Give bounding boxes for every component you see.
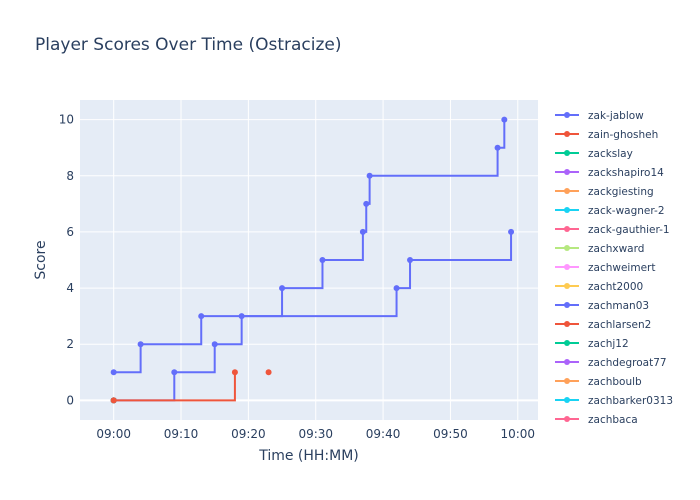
- legend-swatch-marker: [564, 340, 570, 346]
- data-point: [231, 369, 238, 376]
- x-tick-label: 09:50: [433, 427, 468, 441]
- legend-item[interactable]: zackslay: [555, 148, 633, 160]
- legend-label: zachdegroat77: [588, 357, 667, 369]
- legend-swatch-marker: [564, 264, 570, 270]
- legend[interactable]: zak-jablow zain-ghosheh zackslay zackshapir…: [555, 110, 673, 426]
- legend-item[interactable]: zachman03: [555, 300, 649, 312]
- legend-item[interactable]: zachbaca: [555, 414, 638, 426]
- legend-label: zak-jablow: [588, 110, 644, 122]
- data-point: [407, 257, 414, 263]
- legend-label: zachxward: [588, 243, 644, 255]
- legend-item[interactable]: zachboulb: [555, 376, 642, 388]
- legend-item[interactable]: zain-ghosheh: [555, 129, 658, 141]
- x-tick-label: 09:10: [164, 427, 199, 441]
- x-tick-label: 09:40: [366, 427, 401, 441]
- legend-swatch-marker: [564, 245, 570, 251]
- legend-item[interactable]: zachdegroat77: [555, 357, 667, 369]
- y-tick-label: 8: [66, 169, 74, 183]
- legend-item[interactable]: zachj12: [555, 338, 629, 350]
- data-point: [494, 144, 501, 151]
- legend-swatch-marker: [564, 169, 570, 175]
- legend-swatch-marker: [564, 378, 570, 384]
- legend-label: zackslay: [588, 148, 633, 160]
- traces: [110, 116, 515, 404]
- legend-item[interactable]: zachlarsen2: [555, 319, 651, 331]
- data-point: [211, 341, 218, 348]
- legend-label: zachboulb: [588, 376, 642, 388]
- series-line: [113, 372, 236, 402]
- y-axis-title: Score: [33, 240, 49, 279]
- legend-swatch-marker: [564, 207, 570, 213]
- series-line: [113, 119, 506, 374]
- data-point: [501, 116, 508, 123]
- x-tick-labels: 09:00 09:10 09:20 09:30 09:40 09:50 10:00: [96, 427, 535, 441]
- legend-swatch-marker: [564, 359, 570, 365]
- data-point: [110, 397, 117, 404]
- legend-label: zachweimert: [588, 262, 655, 274]
- data-point: [171, 369, 178, 376]
- data-point: [508, 228, 515, 235]
- legend-swatch-marker: [564, 321, 570, 327]
- series-zain-ghosheh: [110, 369, 272, 404]
- legend-swatch-marker: [564, 150, 570, 156]
- y-tick-label: 2: [66, 337, 74, 351]
- legend-swatch-marker: [564, 112, 570, 118]
- legend-item[interactable]: zack-wagner-2: [555, 205, 665, 217]
- legend-item[interactable]: zachweimert: [555, 262, 655, 274]
- data-point: [137, 341, 144, 348]
- chart-title: Player Scores Over Time (Ostracize): [35, 35, 342, 55]
- data-point: [393, 285, 400, 292]
- data-point: [110, 369, 117, 376]
- legend-swatch-marker: [564, 226, 570, 232]
- y-tick-label: 10: [59, 113, 74, 127]
- legend-swatch-marker: [564, 302, 570, 308]
- legend-label: zackshapiro14: [588, 167, 664, 179]
- legend-label: zackgiesting: [588, 186, 654, 198]
- y-tick-label: 6: [66, 225, 74, 239]
- data-point: [366, 172, 373, 179]
- data-point: [265, 369, 272, 376]
- legend-item[interactable]: zachbarker0313: [555, 395, 673, 407]
- y-tick-labels: 0 2 4 6 8 10: [59, 113, 74, 408]
- legend-swatch-marker: [564, 416, 570, 422]
- legend-label: zacht2000: [588, 281, 643, 293]
- y-tick-label: 0: [66, 393, 74, 407]
- data-point: [319, 257, 326, 263]
- legend-item[interactable]: zackshapiro14: [555, 167, 664, 179]
- legend-item[interactable]: zak-jablow: [555, 110, 644, 122]
- data-point: [279, 285, 286, 292]
- data-point: [198, 313, 205, 320]
- legend-label: zachj12: [588, 338, 629, 350]
- legend-item[interactable]: zacht2000: [555, 281, 643, 293]
- legend-item[interactable]: zachxward: [555, 243, 644, 255]
- series-zak-jablow: [110, 116, 508, 376]
- legend-item[interactable]: zackgiesting: [555, 186, 654, 198]
- x-tick-label: 09:30: [298, 427, 333, 441]
- legend-swatch-marker: [564, 131, 570, 137]
- y-tick-label: 4: [66, 281, 74, 295]
- legend-item[interactable]: zack-gauthier-1: [555, 224, 670, 236]
- legend-swatch-marker: [564, 283, 570, 289]
- legend-swatch-marker: [564, 188, 570, 194]
- legend-label: zack-wagner-2: [588, 205, 665, 217]
- x-tick-label: 10:00: [500, 427, 535, 441]
- legend-label: zachbarker0313: [588, 395, 673, 407]
- legend-label: zachman03: [588, 300, 649, 312]
- legend-label: zachlarsen2: [588, 319, 651, 331]
- data-point: [359, 228, 366, 235]
- legend-label: zack-gauthier-1: [588, 224, 670, 236]
- legend-swatch-marker: [564, 397, 570, 403]
- legend-label: zain-ghosheh: [588, 129, 658, 141]
- legend-label: zachbaca: [588, 414, 638, 426]
- data-point: [363, 200, 370, 207]
- x-axis-title: Time (HH:MM): [258, 448, 359, 464]
- x-tick-label: 09:20: [231, 427, 266, 441]
- x-tick-label: 09:00: [96, 427, 131, 441]
